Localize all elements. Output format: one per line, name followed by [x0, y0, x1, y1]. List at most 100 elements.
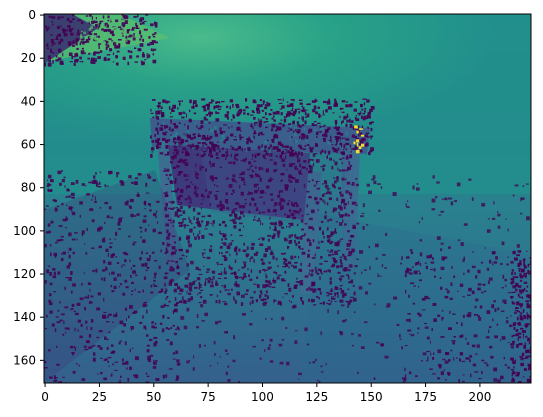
heatmap-speck — [311, 269, 314, 273]
heatmap-speck — [245, 107, 249, 109]
heatmap-speck — [93, 38, 97, 40]
heatmap-speck — [308, 239, 311, 242]
heatmap-speck — [209, 279, 213, 281]
heatmap-speck — [177, 135, 180, 138]
heatmap-speck — [511, 335, 514, 338]
heatmap-speck — [298, 125, 302, 128]
heatmap-speck — [528, 270, 531, 275]
heatmap-speck — [160, 114, 165, 118]
heatmap-speck — [327, 219, 330, 222]
heatmap-speck — [336, 208, 338, 210]
heatmap-speck — [90, 25, 93, 29]
heatmap-speck — [182, 219, 184, 224]
heatmap-speck — [436, 236, 441, 240]
heatmap-speck — [522, 315, 526, 317]
heatmap-speck — [322, 230, 324, 235]
heatmap-speck — [392, 192, 397, 196]
heatmap-speck — [326, 100, 331, 105]
heatmap-speck — [162, 138, 166, 141]
heatmap-speck — [223, 284, 227, 289]
heatmap-speck — [151, 140, 155, 143]
heatmap-speck — [81, 21, 84, 24]
heatmap-speck — [259, 120, 263, 123]
heatmap-speck — [255, 299, 258, 303]
heatmap-speck — [209, 141, 211, 145]
heatmap-speck — [340, 169, 342, 172]
heatmap-speck — [360, 346, 365, 349]
heatmap-speck — [95, 23, 98, 27]
heatmap-speck — [261, 167, 263, 169]
heatmap-speck — [190, 110, 194, 114]
heatmap-speck — [160, 249, 162, 253]
heatmap-speck — [280, 143, 284, 147]
heatmap-speck — [102, 15, 105, 19]
heatmap-speck — [519, 288, 521, 291]
heatmap-speck — [465, 357, 470, 360]
heatmap-speck — [45, 328, 47, 330]
heatmap-speck — [184, 162, 189, 166]
heatmap-speck — [507, 292, 512, 294]
heatmap-speck — [346, 154, 348, 158]
heatmap-speck — [245, 253, 250, 256]
heatmap-speck — [267, 246, 271, 250]
heatmap-speck — [56, 321, 61, 324]
heatmap-speck — [194, 171, 197, 173]
heatmap-speck — [249, 192, 253, 195]
heatmap-speck — [253, 117, 256, 120]
heatmap-speck — [449, 310, 451, 314]
heatmap-speck — [340, 279, 342, 282]
heatmap-speck — [228, 243, 230, 246]
heatmap-speck — [192, 281, 195, 285]
heatmap-speck — [189, 298, 193, 301]
heatmap-speck — [458, 379, 460, 383]
heatmap-speck — [134, 47, 137, 49]
heatmap-speck — [213, 177, 218, 179]
heatmap-speck — [340, 151, 344, 155]
heatmap-speck — [380, 343, 385, 347]
heatmap-speck — [286, 361, 290, 366]
heatmap-speck — [106, 346, 109, 350]
heatmap-speck — [323, 193, 327, 195]
heatmap-speck — [222, 220, 226, 224]
heatmap-speck — [347, 201, 349, 205]
heatmap-speck — [171, 235, 176, 237]
heatmap-speck — [463, 223, 468, 226]
heatmap-speck — [178, 171, 181, 176]
heatmap-speck — [51, 16, 56, 19]
heatmap-speck — [512, 340, 515, 343]
heatmap-speck — [315, 181, 320, 182]
heatmap-speck — [308, 180, 311, 183]
heatmap-speck — [341, 100, 346, 103]
heatmap-speck — [350, 151, 352, 153]
heatmap-speck — [456, 322, 458, 324]
heatmap-speck — [301, 214, 304, 217]
heatmap-speck — [187, 174, 189, 177]
heatmap-speck — [290, 99, 294, 101]
heatmap-speck — [146, 349, 150, 353]
heatmap-speck — [153, 279, 156, 282]
heatmap-speck — [207, 279, 211, 284]
heatmap-speck — [339, 285, 343, 287]
heatmap-speck — [89, 36, 93, 39]
heatmap-speck — [522, 333, 525, 336]
heatmap-speck — [58, 41, 62, 45]
heatmap-speck — [284, 185, 287, 188]
heatmap-speck — [111, 344, 114, 347]
heatmap-speck — [252, 219, 256, 221]
heatmap-speck — [157, 110, 161, 115]
heatmap-speck — [85, 185, 87, 187]
heatmap-speck — [160, 106, 163, 110]
heatmap-speck — [266, 101, 269, 104]
heatmap-speck — [451, 340, 456, 342]
heatmap-speck — [518, 336, 522, 339]
heatmap-speck — [72, 283, 76, 287]
heatmap-speck — [116, 262, 120, 264]
heatmap-speck — [120, 375, 122, 378]
heatmap-speck — [358, 286, 363, 290]
heatmap-speck — [206, 223, 209, 226]
heatmap-speck — [276, 134, 278, 139]
heatmap-speck — [224, 267, 226, 272]
heatmap-speck — [341, 294, 345, 298]
heatmap-speck — [198, 282, 201, 285]
heatmap-speck — [199, 230, 201, 235]
